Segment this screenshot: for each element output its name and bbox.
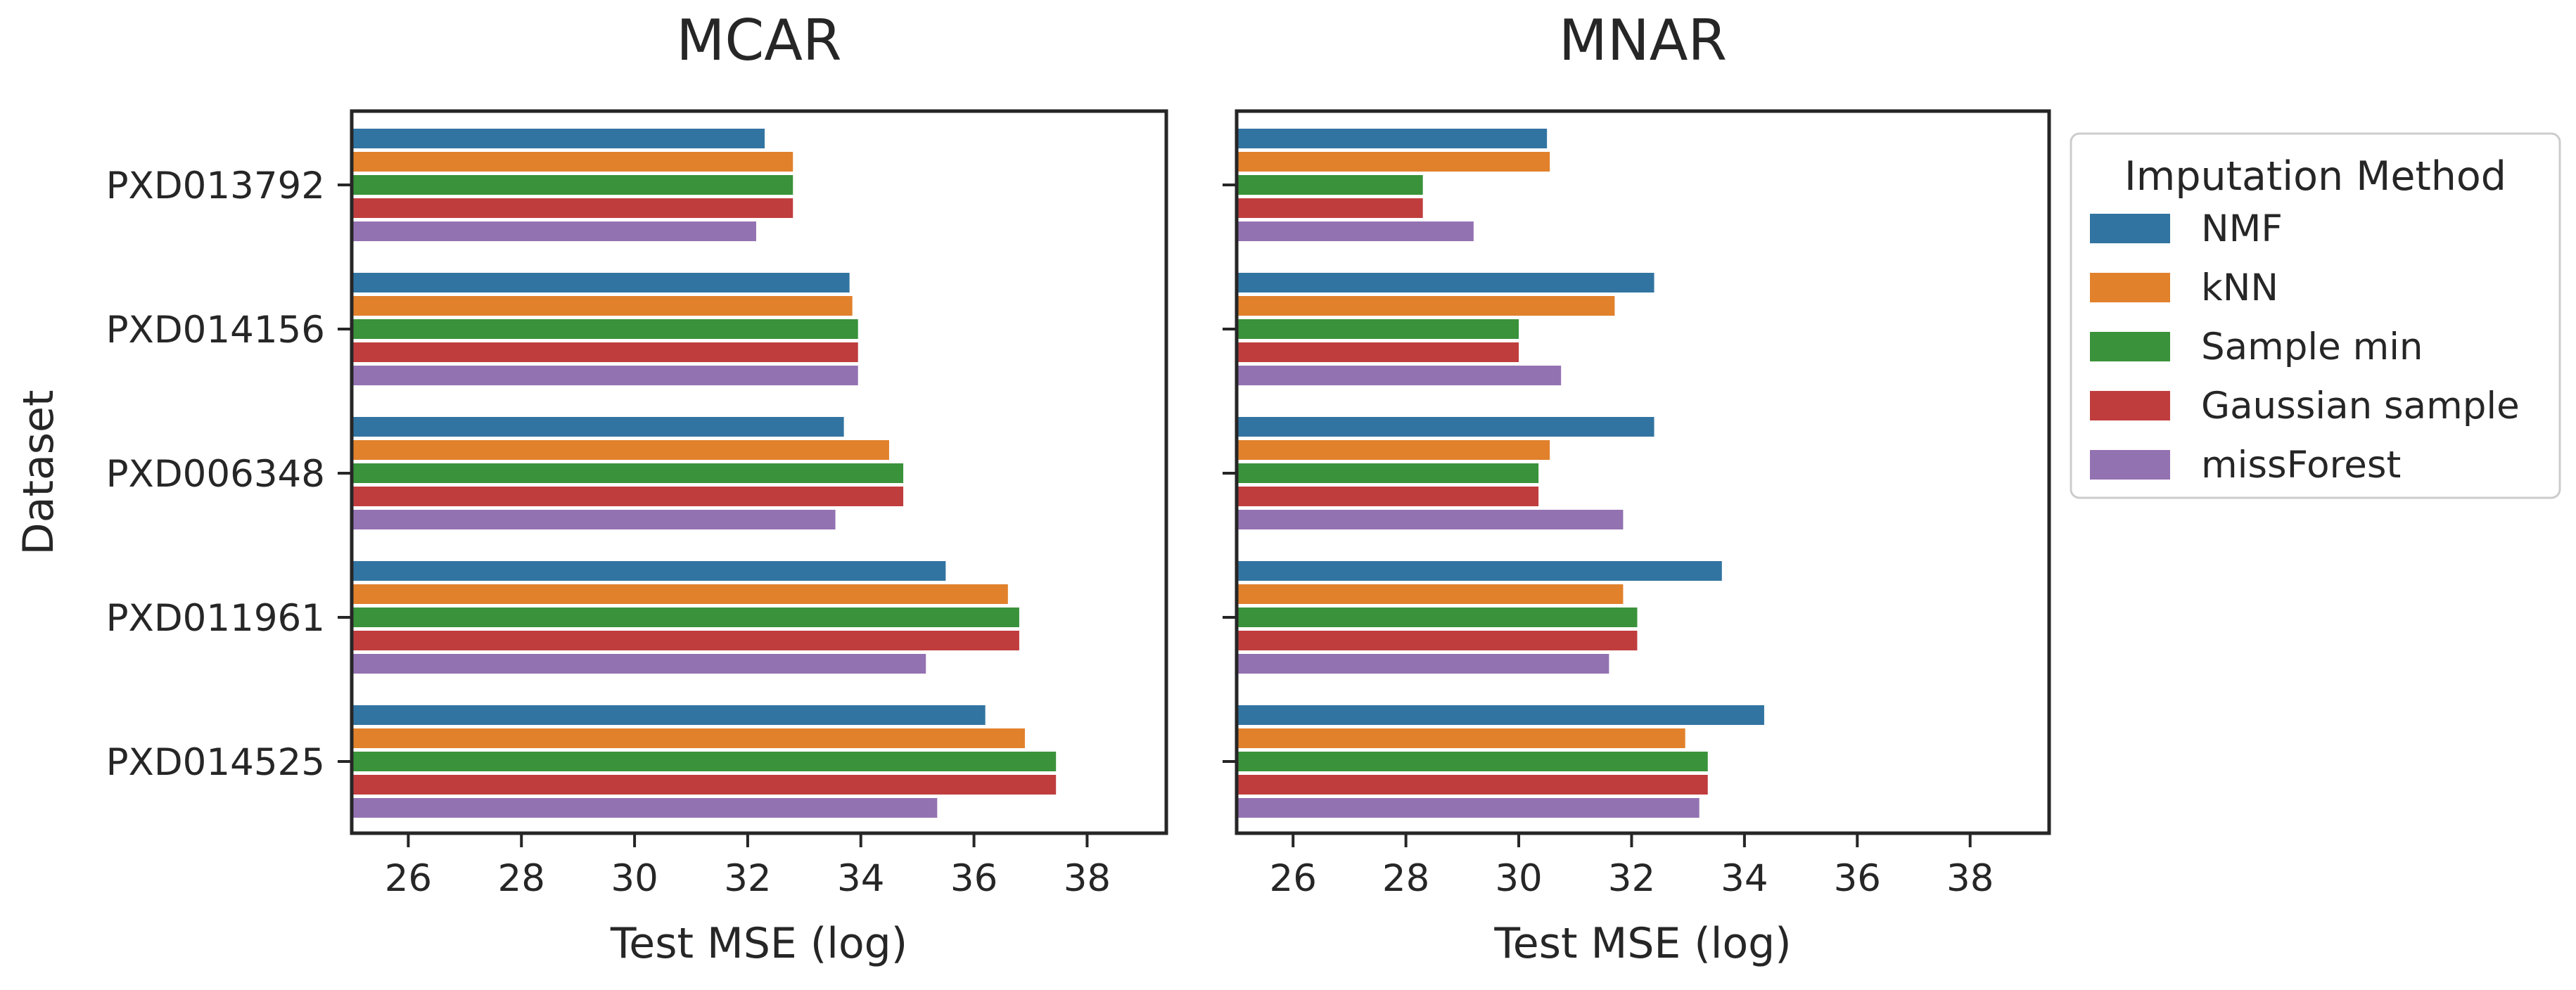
bar-mcar-sample-min-1: [352, 319, 858, 339]
bar-mnar-missforest-3: [1237, 654, 1609, 674]
y-tick-label-2: PXD006348: [106, 453, 325, 496]
bar-mcar-gaussian-sample-3: [352, 631, 1019, 650]
bar-mcar-knn-2: [352, 440, 889, 460]
legend-label-gaussian-sample: Gaussian sample: [2201, 385, 2520, 428]
x-tick-label-mcar-32: 32: [724, 857, 771, 900]
legend-label-knn: kNN: [2201, 266, 2278, 309]
y-tick-label-1: PXD014156: [106, 309, 325, 352]
bar-mnar-gaussian-sample-0: [1237, 198, 1423, 218]
legend-swatch-gaussian-sample: [2090, 391, 2170, 420]
bar-mnar-missforest-2: [1237, 510, 1624, 529]
bar-mnar-gaussian-sample-3: [1237, 631, 1638, 650]
bar-mnar-gaussian-sample-2: [1237, 487, 1539, 506]
bar-mnar-missforest-4: [1237, 798, 1700, 818]
bar-mnar-missforest-0: [1237, 221, 1474, 241]
x-tick-label-mcar-38: 38: [1064, 857, 1111, 900]
legend-swatch-missforest: [2090, 450, 2170, 480]
x-tick-label-mnar-38: 38: [1946, 857, 1994, 900]
bar-mcar-gaussian-sample-2: [352, 487, 904, 506]
bar-mnar-knn-4: [1237, 728, 1685, 748]
bar-mcar-gaussian-sample-4: [352, 775, 1057, 795]
bar-mnar-sample-min-2: [1237, 463, 1539, 483]
bar-mcar-knn-1: [352, 296, 853, 316]
panel-title-mcar: MCAR: [676, 8, 841, 73]
bar-mcar-knn-0: [352, 152, 793, 172]
legend-swatch-nmf: [2090, 214, 2170, 243]
bar-mnar-knn-1: [1237, 296, 1615, 316]
bar-mnar-sample-min-3: [1237, 608, 1638, 627]
x-tick-label-mnar-36: 36: [1834, 857, 1881, 900]
bar-mnar-gaussian-sample-4: [1237, 775, 1708, 795]
y-axis-label: Dataset: [14, 390, 63, 555]
bar-mnar-nmf-2: [1237, 417, 1654, 437]
y-tick-label-3: PXD011961: [106, 597, 325, 640]
x-tick-label-mcar-30: 30: [611, 857, 658, 900]
legend-label-missforest: missForest: [2201, 444, 2401, 487]
bar-mcar-missforest-0: [352, 221, 756, 241]
bar-mcar-missforest-3: [352, 654, 926, 674]
bar-mcar-knn-4: [352, 728, 1025, 748]
bar-mcar-missforest-2: [352, 510, 836, 529]
bar-mnar-gaussian-sample-1: [1237, 342, 1519, 362]
bar-mcar-nmf-2: [352, 417, 844, 437]
x-tick-label-mcar-28: 28: [498, 857, 545, 900]
bar-mcar-sample-min-4: [352, 752, 1057, 771]
x-tick-label-mnar-32: 32: [1608, 857, 1655, 900]
x-tick-label-mcar-26: 26: [385, 857, 432, 900]
legend-title: Imputation Method: [2124, 153, 2506, 200]
bar-mcar-nmf-0: [352, 129, 765, 148]
bar-mcar-sample-min-0: [352, 175, 793, 195]
bar-mcar-sample-min-2: [352, 463, 904, 483]
bar-mcar-sample-min-3: [352, 608, 1019, 627]
legend-swatch-sample-min: [2090, 332, 2170, 361]
bar-mcar-nmf-3: [352, 561, 946, 581]
x-axis-label-mcar: Test MSE (log): [610, 919, 907, 968]
legend-swatch-knn: [2090, 273, 2170, 302]
x-tick-label-mcar-34: 34: [837, 857, 884, 900]
bar-mcar-gaussian-sample-1: [352, 342, 858, 362]
bar-mnar-nmf-4: [1237, 705, 1764, 725]
x-tick-label-mnar-28: 28: [1382, 857, 1429, 900]
x-tick-label-mcar-36: 36: [950, 857, 997, 900]
bar-mnar-knn-2: [1237, 440, 1550, 460]
bar-mcar-gaussian-sample-0: [352, 198, 793, 218]
bar-mnar-sample-min-1: [1237, 319, 1519, 339]
bar-mnar-knn-0: [1237, 152, 1550, 172]
legend-label-sample-min: Sample min: [2201, 326, 2423, 368]
bar-mnar-sample-min-4: [1237, 752, 1708, 771]
x-axis-label-mnar: Test MSE (log): [1493, 919, 1791, 968]
legend-label-nmf: NMF: [2201, 207, 2283, 250]
bar-mnar-sample-min-0: [1237, 175, 1423, 195]
bar-mcar-missforest-1: [352, 366, 858, 385]
x-tick-label-mnar-30: 30: [1495, 857, 1542, 900]
x-tick-label-mnar-26: 26: [1269, 857, 1316, 900]
bar-mcar-nmf-1: [352, 273, 850, 292]
bar-mnar-nmf-0: [1237, 129, 1548, 148]
bar-mnar-missforest-1: [1237, 366, 1562, 385]
x-tick-label-mnar-34: 34: [1721, 857, 1768, 900]
y-tick-label-4: PXD014525: [106, 741, 325, 784]
bar-mcar-knn-3: [352, 584, 1008, 604]
bar-mnar-knn-3: [1237, 584, 1624, 604]
panel-title-mnar: MNAR: [1559, 8, 1727, 73]
bar-mnar-nmf-3: [1237, 561, 1722, 581]
bar-mcar-missforest-4: [352, 798, 938, 818]
bar-mcar-nmf-4: [352, 705, 986, 725]
bar-mnar-nmf-1: [1237, 273, 1654, 292]
y-tick-label-0: PXD013792: [106, 165, 325, 207]
legend-box: [2070, 132, 2561, 499]
